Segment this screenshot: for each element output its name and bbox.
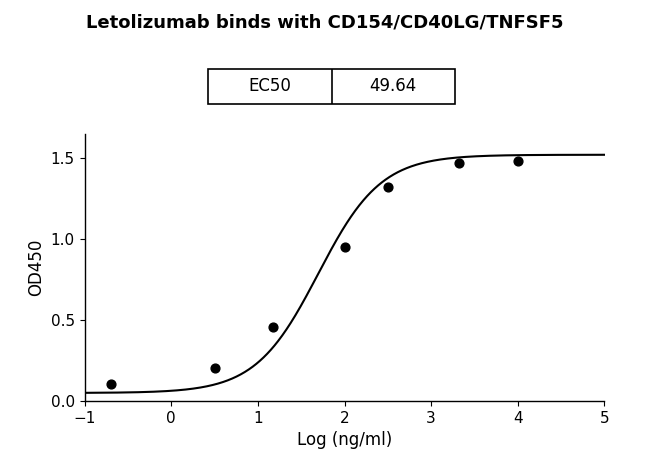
Point <box>339 243 350 251</box>
Text: Letolizumab binds with CD154/CD40LG/TNFSF5: Letolizumab binds with CD154/CD40LG/TNFS… <box>86 14 564 32</box>
Point <box>454 159 464 166</box>
Point <box>105 380 116 388</box>
Text: 49.64: 49.64 <box>370 77 417 95</box>
Y-axis label: OD450: OD450 <box>27 239 45 296</box>
X-axis label: Log (ng/ml): Log (ng/ml) <box>297 431 392 449</box>
Point <box>513 158 523 165</box>
Point <box>209 364 220 372</box>
Text: EC50: EC50 <box>248 77 291 95</box>
Point <box>383 183 393 191</box>
Point <box>268 323 278 330</box>
